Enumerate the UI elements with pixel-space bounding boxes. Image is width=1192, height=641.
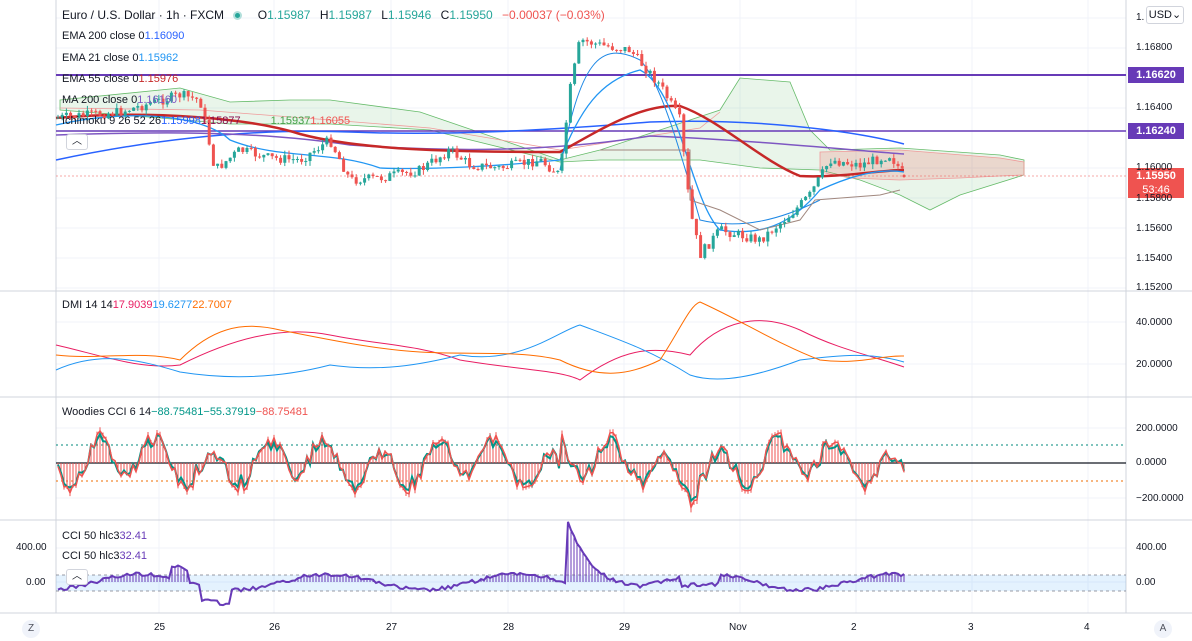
- high-value: 1.15987: [328, 8, 372, 22]
- price-tag-last: 1.15950 53:46: [1128, 168, 1184, 198]
- x-label: 3: [968, 622, 974, 633]
- chevron-up-icon: ︿: [72, 136, 82, 147]
- y-label: 400.00: [1136, 542, 1167, 553]
- cci-pane: [56, 521, 1126, 607]
- ichimoku-cloud: [59, 77, 1025, 211]
- y-label: 1.16000: [1136, 162, 1173, 173]
- ema200-legend[interactable]: EMA 200 close 01.16090: [62, 30, 185, 42]
- high-label: H: [319, 8, 329, 22]
- chart-grid: [56, 0, 1126, 613]
- ichimoku-legend[interactable]: Ichimoku 9 26 52 261.159981.15877 1.15937…: [62, 115, 351, 127]
- y-label: 1.: [1136, 12, 1145, 23]
- collapse-cci-button[interactable]: ︿: [66, 569, 88, 585]
- auto-scale-button[interactable]: A: [1154, 620, 1172, 638]
- close-label: C: [440, 8, 450, 22]
- dmi-legend[interactable]: DMI 14 1417.903919.627722.7007: [62, 299, 233, 311]
- y-label-left: 0.00: [26, 577, 46, 588]
- x-label: Nov: [729, 622, 747, 633]
- open-value: 1.15987: [267, 8, 311, 22]
- low-label: L: [381, 8, 388, 22]
- symbol-title[interactable]: Euro / U.S. Dollar · 1h · FXCM: [62, 8, 225, 22]
- collapse-legend-button[interactable]: ︿: [66, 134, 88, 150]
- y-label: 1.16400: [1136, 102, 1173, 113]
- y-label: 40.0000: [1136, 317, 1173, 328]
- x-label: 4: [1084, 622, 1090, 633]
- price-tag-level1: 1.16620: [1128, 67, 1184, 83]
- y-label: 1.15400: [1136, 253, 1173, 264]
- y-label-left: 400.00: [16, 542, 47, 553]
- x-label: 25: [154, 622, 166, 633]
- ema55-legend[interactable]: EMA 55 close 01.15976: [62, 73, 179, 85]
- y-label: 200.0000: [1136, 423, 1178, 434]
- change-value: −0.00037 (−0.03%): [502, 8, 605, 22]
- candlesticks: [56, 37, 904, 260]
- ohlc-values: O1.15987 H1.15987 L1.15946 C1.15950 −0.0…: [252, 8, 605, 22]
- pane-separators: [0, 0, 1192, 614]
- horizontal-levels: [56, 74, 1126, 177]
- zoom-button[interactable]: Z: [22, 620, 40, 638]
- y-label: 1.15800: [1136, 193, 1173, 204]
- x-label: 28: [503, 622, 515, 633]
- cci2-legend[interactable]: CCI 50 hlc332.41: [62, 550, 148, 562]
- y-label: 0.0000: [1136, 457, 1167, 468]
- x-label: 29: [619, 622, 631, 633]
- ema21-legend[interactable]: EMA 21 close 01.15962: [62, 52, 179, 64]
- close-value: 1.15950: [449, 8, 493, 22]
- cci1-legend[interactable]: CCI 50 hlc332.41: [62, 530, 148, 542]
- price-tag-level2: 1.16240: [1128, 123, 1184, 139]
- y-label: 1.15600: [1136, 223, 1173, 234]
- y-label: 1.16800: [1136, 42, 1173, 53]
- low-value: 1.15946: [387, 8, 432, 22]
- woodies-legend[interactable]: Woodies CCI 6 14−88.75481−55.37919−88.75…: [62, 406, 309, 418]
- chevron-up-icon: ︿: [72, 571, 82, 582]
- y-label: 0.00: [1136, 577, 1156, 588]
- y-label: 1.15200: [1136, 282, 1173, 293]
- moving-averages: [55, 52, 905, 233]
- x-label: 27: [386, 622, 398, 633]
- symbol-legend: Euro / U.S. Dollar · 1h · FXCM O1.15987 …: [62, 8, 605, 22]
- open-label: O: [257, 8, 268, 22]
- market-status-icon: [233, 11, 243, 21]
- currency-select[interactable]: USD⌄: [1146, 6, 1184, 24]
- x-label: 2: [851, 622, 857, 633]
- dmi-lines: [55, 301, 905, 381]
- y-label: −200.0000: [1136, 493, 1184, 504]
- ma200-legend[interactable]: MA 200 close 01.16160: [62, 94, 177, 106]
- y-label: 20.0000: [1136, 359, 1173, 370]
- woodies-cci: [56, 427, 1126, 513]
- x-label: 26: [269, 622, 281, 633]
